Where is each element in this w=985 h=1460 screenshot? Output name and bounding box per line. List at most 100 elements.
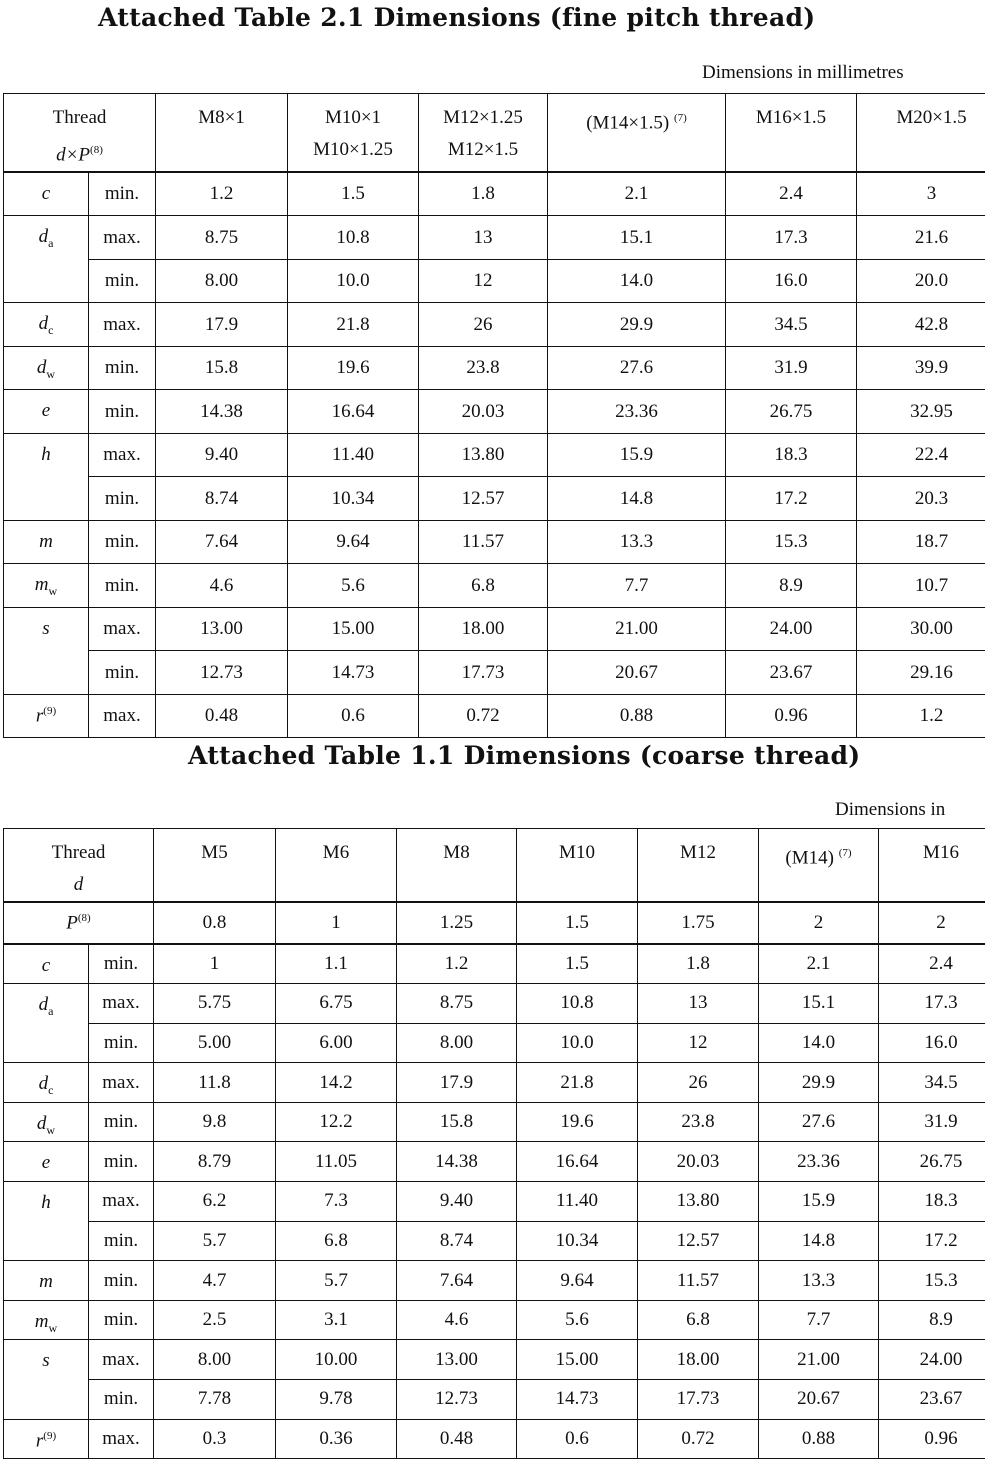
cell-value: 17.9 xyxy=(439,1071,474,1093)
symbol-cell: c xyxy=(3,171,89,217)
cell-value: 5.6 xyxy=(565,1309,589,1331)
footnote-ref: (9) xyxy=(43,704,57,717)
qualifier-cell: max. xyxy=(88,693,156,739)
qualifier-label: min. xyxy=(104,531,140,553)
cell-value: 0.6 xyxy=(341,705,365,727)
symbol-cell: h xyxy=(3,432,89,521)
symbol-subscript: w xyxy=(46,366,56,381)
cell-value: 16.0 xyxy=(924,1031,958,1053)
cell-value: 23.67 xyxy=(769,661,813,683)
table-cell: 26 xyxy=(637,1062,759,1103)
cell-value: 21.8 xyxy=(560,1071,594,1093)
cell-value: 5.6 xyxy=(341,574,365,596)
table-cell: 13.3 xyxy=(547,519,726,565)
table-cell: 9.78 xyxy=(275,1379,397,1420)
table-cell: 8.74 xyxy=(396,1220,517,1262)
cell-value: 15.00 xyxy=(555,1348,599,1370)
qualifier-label: min. xyxy=(104,357,140,379)
symbol-label: s xyxy=(42,617,50,639)
cell-value: 23.36 xyxy=(615,400,658,422)
table-cell: 6.75 xyxy=(275,983,397,1024)
table-cell: 32.95 xyxy=(856,389,985,434)
table-cell: 17.73 xyxy=(637,1379,759,1420)
cell-value: 19.6 xyxy=(560,1111,594,1133)
cell-value: 1.5 xyxy=(341,183,365,205)
table-row: m min. 7.64 9.64 11.57 13.3 15.3 18.7 xyxy=(3,519,985,565)
column-header: M6 xyxy=(275,828,397,903)
cell-value: 0.48 xyxy=(439,1427,474,1449)
table-cell: 15.3 xyxy=(878,1260,985,1301)
qualifier-label: max. xyxy=(103,226,141,248)
table-cell: 3 xyxy=(856,171,985,217)
cell-value: 27.6 xyxy=(619,357,654,379)
cell-value: 26.75 xyxy=(769,400,813,422)
table-cell: 20.0 xyxy=(856,258,985,304)
cell-value: 17.2 xyxy=(924,1229,958,1251)
table-cell: 14.8 xyxy=(547,476,726,521)
thread-symbol: d xyxy=(73,874,84,895)
cell-value: 34.5 xyxy=(924,1071,958,1093)
cell-value: 14.2 xyxy=(319,1071,353,1093)
table-cell: 1.2 xyxy=(856,693,985,739)
column-header: M10 xyxy=(516,828,638,903)
column-header-label: M12×1.25 xyxy=(443,107,523,128)
cell-value: 8.00 xyxy=(439,1031,474,1053)
cell-value: 11.57 xyxy=(676,1269,720,1291)
column-header-label: M5 xyxy=(201,842,228,863)
cell-value: 27.6 xyxy=(801,1111,836,1133)
cell-value: 23.8 xyxy=(681,1111,715,1133)
table-cell: 42.8 xyxy=(856,302,985,347)
table-cell: 17.9 xyxy=(155,302,288,347)
cell-value: 1.75 xyxy=(681,912,715,933)
symbol-cell: dc xyxy=(3,302,89,347)
table-cell: 0.88 xyxy=(758,1418,879,1460)
qualifier-label: max. xyxy=(103,444,141,466)
table-cell: 17.3 xyxy=(725,215,857,260)
qualifier-label: min. xyxy=(103,953,139,975)
table-cell: 10.0 xyxy=(516,1022,638,1064)
qualifier-cell: min. xyxy=(88,1379,154,1420)
footnote-ref: (9) xyxy=(43,1429,57,1442)
cell-value: 5.7 xyxy=(324,1269,348,1291)
symbol-label: e xyxy=(41,1152,51,1174)
symbol-label: e xyxy=(41,400,51,422)
table-cell: 3.1 xyxy=(275,1299,397,1341)
table-cell: 23.8 xyxy=(637,1101,759,1143)
pitch-row: P(8) 0.8 1 1.25 1.5 1.75 2 2 xyxy=(3,901,985,945)
cell-value: 39.9 xyxy=(914,357,949,379)
table-cell: 0.36 xyxy=(275,1418,397,1460)
cell-value: 11.40 xyxy=(555,1190,599,1212)
cell-value: 2.4 xyxy=(929,953,953,975)
table-cell: 4.6 xyxy=(396,1299,517,1341)
cell-value: 7.3 xyxy=(324,1190,348,1212)
cell-value: 0.36 xyxy=(319,1427,353,1449)
column-header-label: M16 xyxy=(923,842,959,863)
table-cell: 0.48 xyxy=(396,1418,517,1460)
table-cell: 17.9 xyxy=(396,1062,517,1103)
cell-value: 10.34 xyxy=(555,1229,599,1251)
table-cell: 8.00 xyxy=(153,1339,276,1381)
qualifier-label: min. xyxy=(104,574,140,596)
qualifier-label: min. xyxy=(103,1309,139,1331)
cell-value: 0.8 xyxy=(202,912,227,933)
cell-value: 11.8 xyxy=(198,1071,231,1093)
fine-table-title: Attached Table 2.1 Dimensions (fine pitc… xyxy=(98,3,816,32)
cell-value: 4.6 xyxy=(444,1309,469,1331)
table-row: s max. 8.00 10.00 13.00 15.00 18.00 21.00 24.00 xyxy=(3,1339,985,1420)
table-cell: 1.1 xyxy=(275,943,397,985)
cell-value: 18.00 xyxy=(461,618,505,640)
table-cell: 11.40 xyxy=(516,1181,638,1222)
table-cell: 21.8 xyxy=(516,1062,638,1103)
qualifier-cell: max. xyxy=(88,302,156,347)
table-cell: 20.67 xyxy=(547,650,726,695)
symbol-label: r xyxy=(35,705,44,727)
column-header: (M14) (7) xyxy=(758,828,879,903)
qualifier-cell: min. xyxy=(88,1299,154,1341)
table-cell: 18.7 xyxy=(856,519,985,565)
column-header-label: M8 xyxy=(443,842,470,863)
cell-value: 6.8 xyxy=(324,1229,348,1251)
symbol-label: c xyxy=(41,955,51,976)
table-cell: 8.00 xyxy=(396,1022,517,1064)
table-cell: 2.1 xyxy=(758,943,879,985)
cell-value: 18.3 xyxy=(924,1190,958,1212)
